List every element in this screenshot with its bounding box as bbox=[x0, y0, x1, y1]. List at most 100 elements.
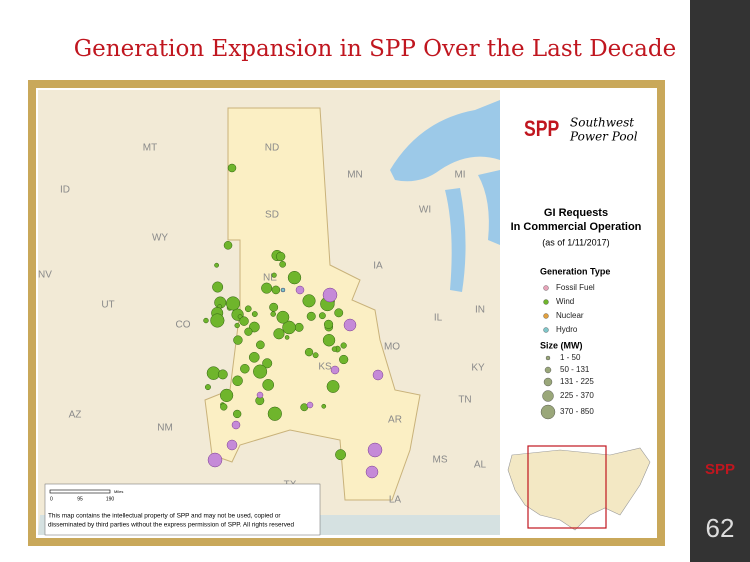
generator bbox=[234, 322, 240, 329]
lake-michigan bbox=[445, 188, 466, 292]
state-label: SD bbox=[265, 210, 279, 221]
state-label: IA bbox=[373, 261, 383, 272]
scale-bar bbox=[49, 489, 111, 494]
generator bbox=[244, 327, 253, 336]
scale-label: 95 bbox=[77, 496, 83, 502]
generator bbox=[220, 388, 234, 402]
generator bbox=[306, 311, 316, 321]
generator bbox=[214, 262, 220, 268]
generator bbox=[275, 251, 286, 262]
legend-size bbox=[542, 390, 554, 402]
page-number: 62 bbox=[706, 513, 735, 543]
legend-subtitle: Generation Type bbox=[540, 266, 610, 276]
logo-name: Power Pool bbox=[569, 130, 638, 144]
state-label: MS bbox=[433, 455, 448, 466]
state-label: IL bbox=[434, 313, 443, 324]
generator bbox=[239, 316, 249, 326]
legend-swatch bbox=[543, 327, 549, 333]
legend-size bbox=[543, 377, 553, 387]
generator bbox=[326, 380, 340, 393]
legend-label: Fossil Fuel bbox=[556, 283, 595, 292]
generator bbox=[203, 317, 209, 324]
state-label: MT bbox=[143, 143, 157, 154]
sidebar bbox=[690, 0, 750, 562]
generator bbox=[318, 312, 326, 320]
logo-mark: SPP bbox=[524, 117, 559, 141]
disclaimer-box bbox=[44, 483, 321, 536]
generator bbox=[334, 308, 344, 318]
legend-label: 225 - 370 bbox=[560, 391, 594, 400]
state-label: KY bbox=[471, 363, 485, 374]
generator bbox=[323, 319, 334, 329]
state-label: NM bbox=[157, 423, 173, 434]
generator bbox=[343, 318, 357, 332]
generator bbox=[365, 465, 379, 479]
generator bbox=[267, 406, 282, 421]
disclaimer-line: This map contains the intellectual prope… bbox=[48, 513, 281, 520]
state-label: MI bbox=[454, 170, 465, 181]
generator bbox=[284, 335, 290, 340]
legend: Fossil Fuel Wind Nuclear Hydro 1 - 50 50 - 13… bbox=[540, 283, 595, 420]
generator bbox=[232, 375, 243, 387]
generator bbox=[253, 364, 268, 379]
generator bbox=[248, 351, 260, 363]
state-label: TN bbox=[458, 395, 471, 406]
state-label: NE bbox=[263, 273, 277, 284]
generator bbox=[256, 340, 265, 350]
generator bbox=[231, 420, 241, 430]
generator bbox=[304, 347, 314, 357]
legend-size bbox=[540, 404, 556, 420]
slide-title: Generation Expansion in SPP Over the Las… bbox=[74, 36, 676, 62]
state-label: WY bbox=[152, 233, 168, 244]
generator bbox=[204, 384, 211, 391]
generator bbox=[372, 369, 384, 381]
logo-name: Southwest bbox=[570, 116, 634, 130]
generator bbox=[251, 311, 258, 317]
state-label: IN bbox=[475, 305, 485, 316]
lake-huron bbox=[478, 170, 500, 245]
generator bbox=[244, 305, 252, 313]
state-label: UT bbox=[101, 300, 114, 311]
generator bbox=[330, 365, 340, 375]
generator bbox=[226, 439, 238, 451]
generator bbox=[270, 311, 276, 317]
generator bbox=[331, 346, 338, 352]
generator bbox=[227, 163, 237, 173]
legend-label: Nuclear bbox=[556, 311, 584, 320]
legend-size bbox=[544, 366, 552, 374]
legend-size bbox=[545, 355, 551, 361]
generator bbox=[217, 369, 228, 380]
generator bbox=[261, 282, 273, 294]
state-label: ND bbox=[265, 143, 279, 154]
disclaimer-line: disseminated by third parties without th… bbox=[48, 522, 294, 529]
generator-bubbles bbox=[203, 163, 384, 479]
generator bbox=[367, 442, 383, 458]
generator bbox=[233, 335, 243, 345]
generator bbox=[233, 409, 242, 419]
generator bbox=[279, 260, 286, 268]
generator bbox=[271, 272, 277, 278]
generator bbox=[212, 281, 224, 293]
generator bbox=[321, 403, 327, 409]
generator bbox=[207, 452, 223, 468]
inset-frame bbox=[527, 445, 607, 529]
generator bbox=[225, 296, 241, 311]
scale-label: 0 bbox=[50, 496, 53, 502]
legend-label: 1 - 50 bbox=[560, 353, 581, 362]
lake-superior bbox=[390, 100, 500, 182]
legend-title: GI Requests bbox=[544, 207, 608, 219]
legend-label: 131 - 225 bbox=[560, 377, 594, 386]
state-label: AR bbox=[388, 415, 402, 426]
generator bbox=[262, 379, 275, 391]
state-label: CO bbox=[176, 320, 191, 331]
generator bbox=[340, 342, 347, 349]
scale-label: 190 bbox=[106, 496, 115, 502]
generator bbox=[269, 302, 279, 312]
generator bbox=[335, 449, 347, 461]
generator bbox=[322, 287, 338, 303]
state-label: WI bbox=[419, 205, 431, 216]
generator bbox=[262, 358, 273, 369]
generator bbox=[210, 313, 225, 328]
